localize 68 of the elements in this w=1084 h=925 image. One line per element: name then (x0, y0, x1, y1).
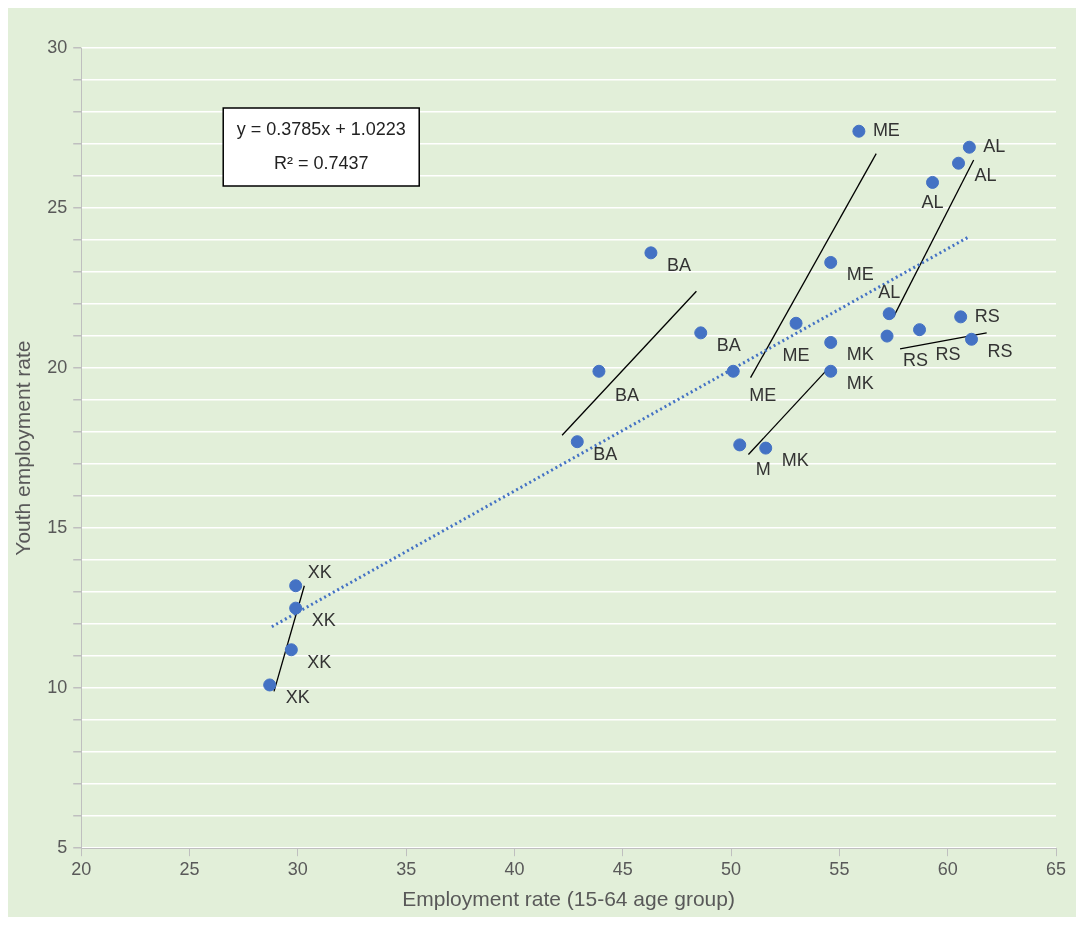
data-label: RS (987, 341, 1013, 362)
point (954, 310, 968, 324)
x-tick-label: 35 (396, 858, 417, 879)
point (733, 438, 747, 452)
data-label: AL (921, 192, 944, 213)
point (789, 316, 803, 330)
y-tick-label: 5 (57, 837, 68, 858)
x-tick-label: 45 (612, 858, 633, 879)
point (882, 307, 896, 321)
x-tick-label: 30 (287, 858, 308, 879)
point (913, 323, 927, 337)
data-label: RS (935, 343, 961, 364)
x-tick-label: 65 (1045, 858, 1067, 879)
data-label: ME (846, 264, 874, 285)
point (852, 124, 866, 138)
data-label: AL (878, 281, 901, 302)
x-axis-title: Employment rate (15-64 age group) (402, 887, 735, 911)
point (926, 175, 940, 189)
data-label: BA (666, 254, 691, 275)
point (726, 364, 740, 378)
point (824, 335, 838, 349)
y-axis-title: Youth employment rate (11, 340, 35, 556)
data-label: RS (974, 305, 1000, 326)
point (570, 435, 584, 449)
x-tick-label: 20 (71, 858, 92, 879)
y-tick-label: 15 (47, 517, 68, 538)
x-tick-label: 50 (721, 858, 742, 879)
y-tick-label: 20 (47, 357, 68, 378)
data-label: MK (846, 344, 874, 365)
point (592, 364, 606, 378)
point (289, 601, 303, 615)
data-label: MK (846, 373, 874, 394)
x-tick-label: 60 (937, 858, 958, 879)
point (694, 326, 708, 340)
data-label: XK (311, 610, 336, 631)
point (284, 643, 298, 657)
y-tick-label: 30 (47, 36, 68, 57)
x-tick-label: 25 (179, 858, 200, 879)
point (263, 678, 277, 692)
point (644, 246, 658, 260)
point (952, 156, 966, 170)
data-label: XK (307, 561, 332, 582)
point (965, 332, 979, 346)
data-label: BA (716, 334, 741, 355)
annotation: R² = 0.7437 (273, 152, 369, 173)
data-label: BA (593, 443, 618, 464)
data-label: M (755, 458, 771, 479)
data-label: MK (781, 450, 809, 471)
data-label: ME (782, 345, 810, 366)
x-tick-label: 40 (504, 858, 525, 879)
y-tick-label: 25 (47, 197, 68, 218)
annotation: y = 0.3785x + 1.0223 (236, 118, 406, 139)
point (880, 329, 894, 343)
data-label: AL (983, 136, 1006, 157)
point (759, 441, 773, 455)
data-label: ME (749, 385, 777, 406)
data-label: XK (307, 651, 332, 672)
data-label: BA (614, 385, 639, 406)
data-label: RS (903, 350, 929, 371)
data-label: XK (285, 686, 310, 707)
x-tick-label: 55 (829, 858, 850, 879)
y-tick-label: 10 (47, 677, 68, 698)
point (824, 255, 838, 269)
point (962, 140, 976, 154)
data-label: AL (974, 165, 997, 186)
data-label: ME (872, 120, 900, 141)
point (289, 579, 303, 593)
point (824, 364, 838, 378)
